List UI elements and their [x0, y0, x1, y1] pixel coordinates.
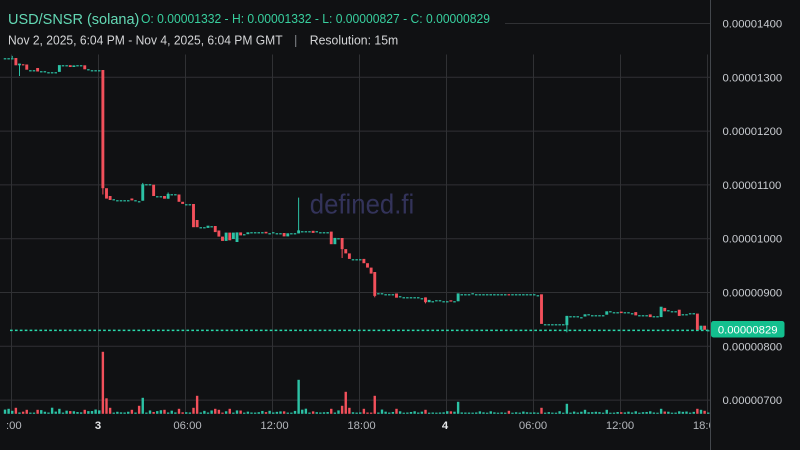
svg-text:0.00001400: 0.00001400	[723, 19, 783, 31]
svg-text:12:00: 12:00	[606, 420, 634, 432]
svg-text:0.00000900: 0.00000900	[723, 288, 783, 300]
svg-text:06:00: 06:00	[173, 420, 201, 432]
svg-text:Nov 2, 2025, 6:04 PM - Nov 4,: Nov 2, 2025, 6:04 PM - Nov 4, 2025, 6:04…	[8, 33, 283, 48]
svg-text:0.00001300: 0.00001300	[723, 72, 783, 84]
svg-text:3: 3	[95, 420, 101, 432]
svg-text:18:00: 18:00	[347, 420, 375, 432]
svg-text:O: 0.00001332 - H: 0.00001332: O: 0.00001332 - H: 0.00001332 - L: 0.000…	[141, 12, 490, 26]
svg-text:Resolution: 15m: Resolution: 15m	[310, 33, 398, 48]
svg-text:0.00000800: 0.00000800	[723, 341, 783, 353]
svg-text:4: 4	[442, 420, 449, 432]
svg-text::00: :00	[6, 420, 22, 432]
svg-text:0.00001000: 0.00001000	[723, 234, 783, 246]
svg-text:0.00001200: 0.00001200	[723, 126, 783, 138]
svg-text:0.00000700: 0.00000700	[723, 395, 783, 407]
svg-text:|: |	[294, 33, 297, 48]
svg-text:18:00: 18:00	[693, 420, 721, 432]
svg-text:0.00001100: 0.00001100	[723, 180, 782, 192]
svg-text:12:00: 12:00	[260, 420, 288, 432]
svg-text:USD/SNSR (solana): USD/SNSR (solana)	[8, 12, 139, 28]
svg-text:06:00: 06:00	[519, 420, 547, 432]
svg-text:defined.fi: defined.fi	[310, 189, 415, 220]
svg-text:0.00000829: 0.00000829	[718, 324, 778, 336]
